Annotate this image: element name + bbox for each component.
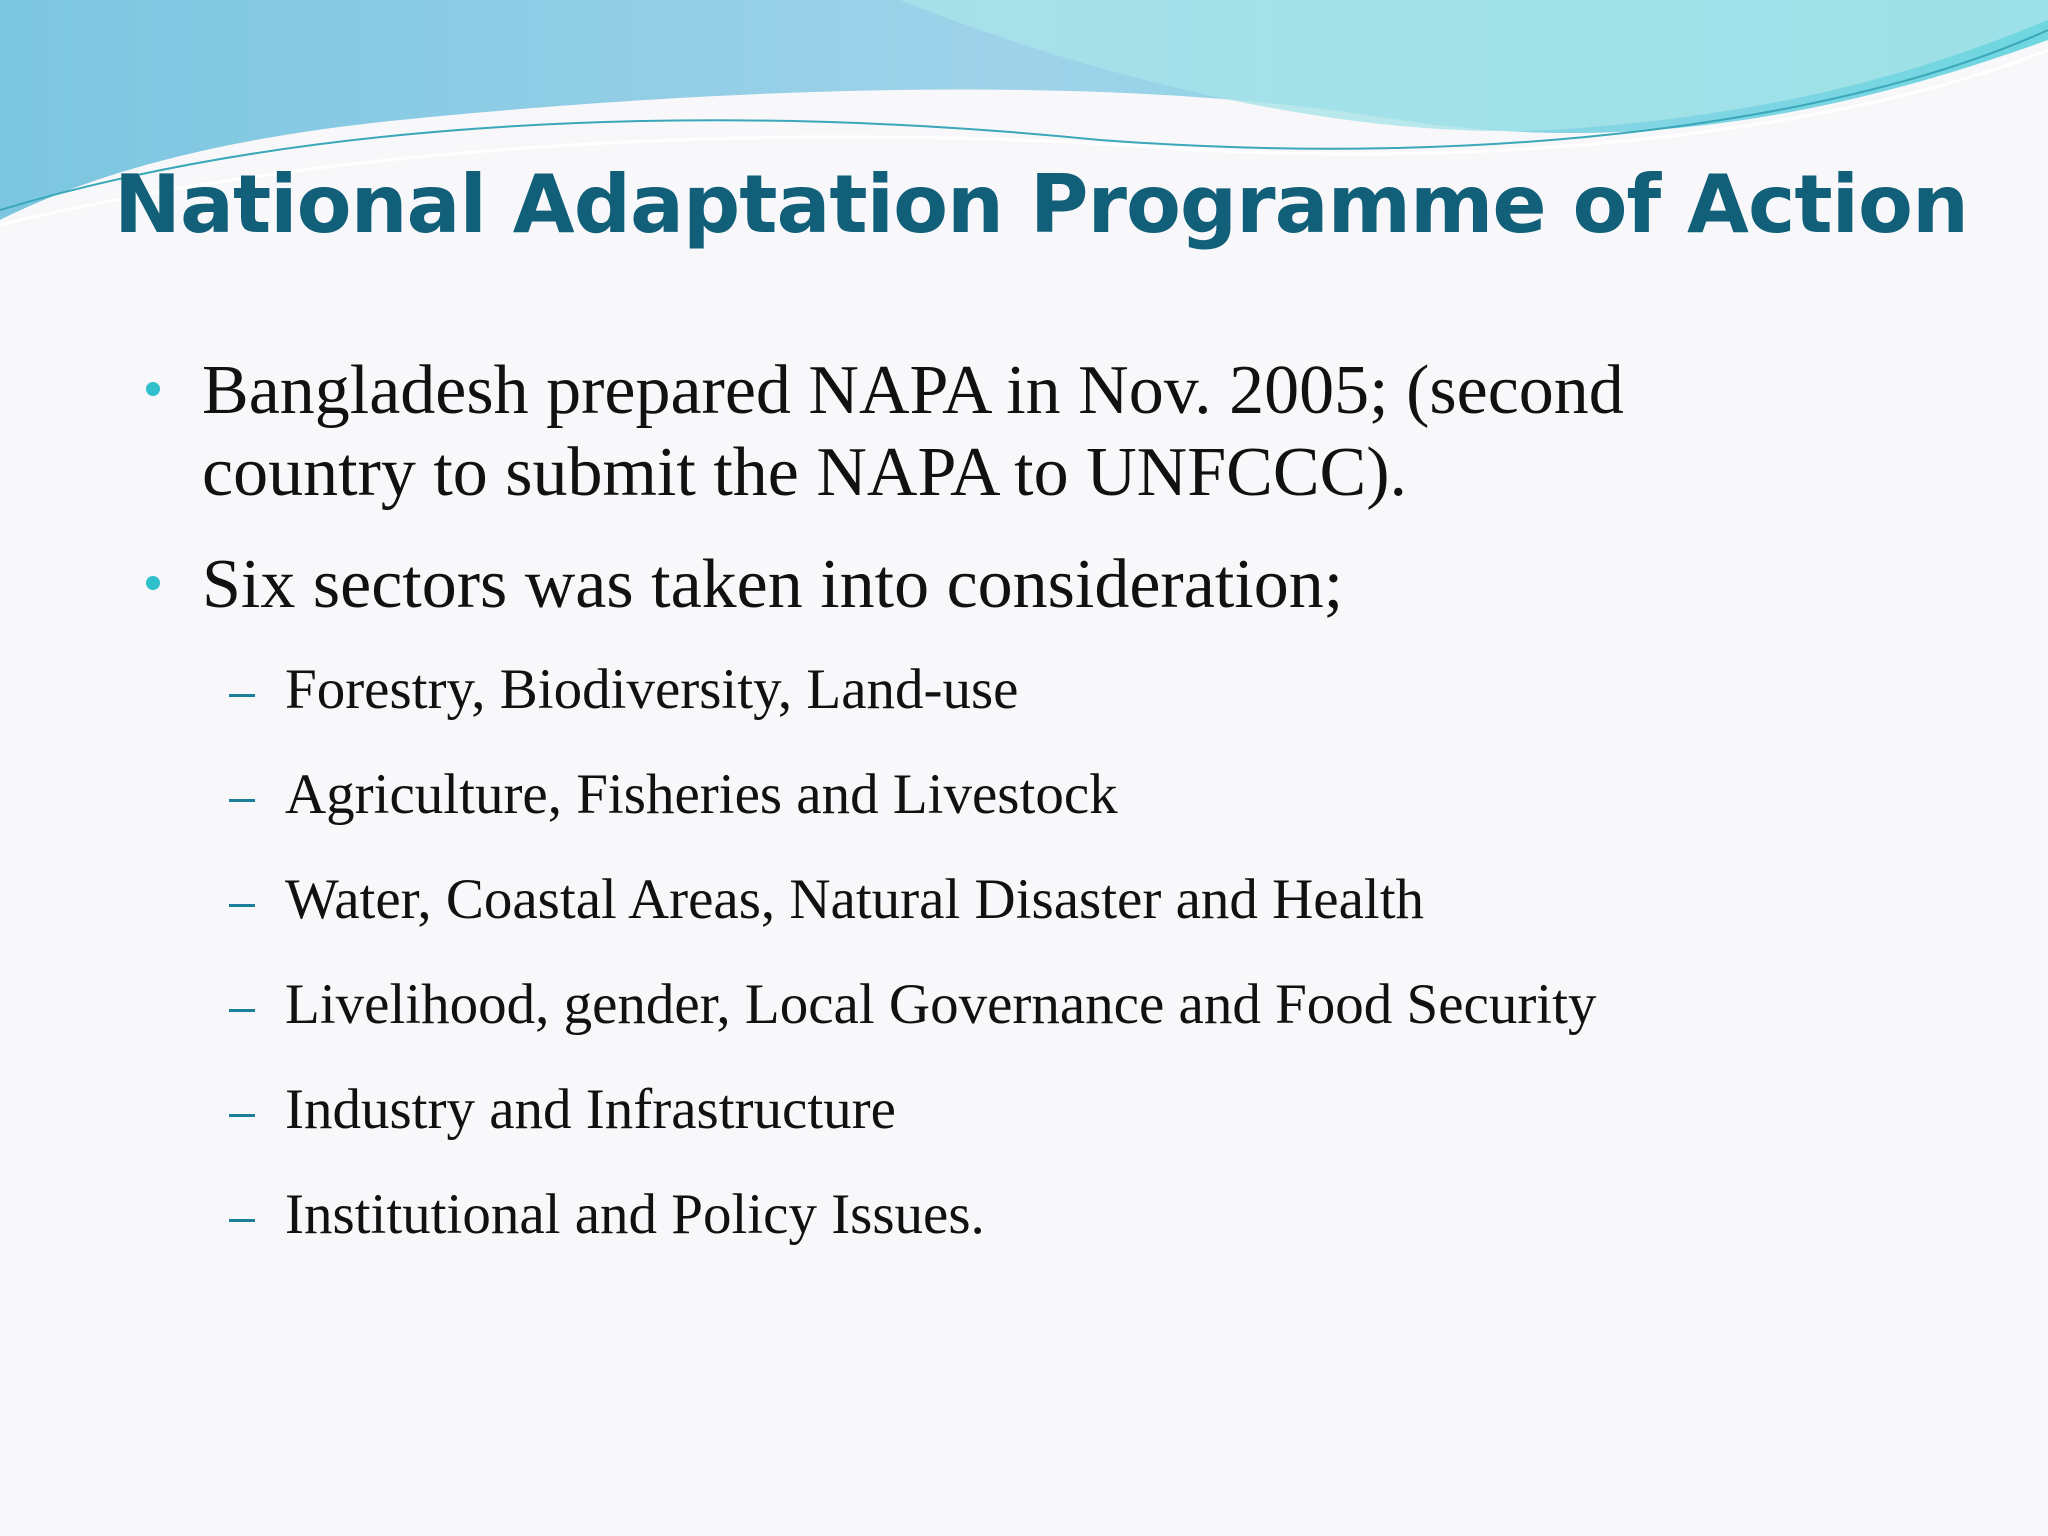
slide-title: National Adaptation Programme of Action <box>114 158 1969 251</box>
sub-bullet-dash <box>229 1009 255 1012</box>
wave-fill <box>900 0 2048 132</box>
sub-bullet: Forestry, Biodiversity, Land-use <box>229 656 2048 724</box>
header-waves <box>0 0 2048 227</box>
sub-bullet-dash <box>229 799 255 802</box>
sub-bullet-text: Industry and Infrastructure <box>285 1078 896 1141</box>
bullet-text: Six sectors was taken into consideration… <box>202 546 1344 623</box>
sub-bullet: Water, Coastal Areas, Natural Disaster a… <box>229 866 2048 934</box>
sub-bullet: Institutional and Policy Issues. <box>229 1181 2048 1249</box>
sub-bullet-text: Institutional and Policy Issues. <box>285 1183 985 1246</box>
bullet-dot <box>146 382 160 396</box>
sub-bullet-dash <box>229 1219 255 1222</box>
sub-bullet-dash <box>229 694 255 697</box>
sub-bullet-dash <box>229 1114 255 1117</box>
sub-bullet-text: Forestry, Biodiversity, Land-use <box>285 658 1019 721</box>
sub-bullet-text: Water, Coastal Areas, Natural Disaster a… <box>285 868 1425 931</box>
bullet-dot <box>146 576 160 590</box>
wave-line <box>0 48 2048 227</box>
sub-bullet: Livelihood, gender, Local Governance and… <box>229 971 2048 1039</box>
sub-bullet-dash <box>229 904 255 907</box>
bullet: Six sectors was taken into consideration… <box>146 544 1842 626</box>
bullet-list: Bangladesh prepared NAPA in Nov. 2005; (… <box>0 350 2048 1286</box>
wave-line <box>0 29 2048 211</box>
sub-bullet-text: Agriculture, Fisheries and Livestock <box>285 763 1118 826</box>
sub-bullet: Agriculture, Fisheries and Livestock <box>229 761 2048 829</box>
bullet: Bangladesh prepared NAPA in Nov. 2005; (… <box>146 350 1842 514</box>
sub-bullet: Industry and Infrastructure <box>229 1076 2048 1144</box>
sub-bullet-text: Livelihood, gender, Local Governance and… <box>285 973 1597 1036</box>
bullet-text: Bangladesh prepared NAPA in Nov. 2005; (… <box>202 352 1624 511</box>
